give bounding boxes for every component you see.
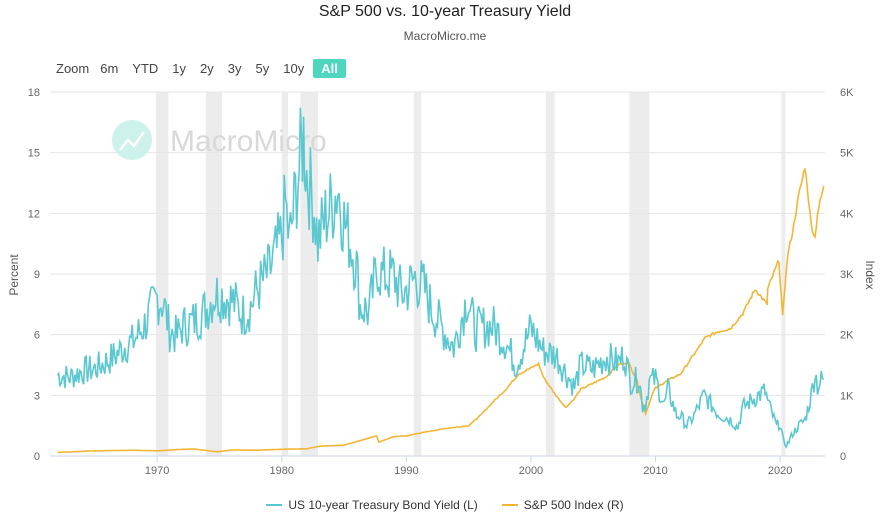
right-tick-label: 3K <box>840 269 854 281</box>
legend-item-yield[interactable]: US 10-year Treasury Bond Yield (L) <box>266 498 478 512</box>
zoom-3y-button[interactable]: 3y <box>227 61 242 76</box>
zoom-10y-button[interactable]: 10y <box>283 61 305 76</box>
left-tick-label: 9 <box>34 269 40 281</box>
left-tick-label: 6 <box>34 330 40 342</box>
left-tick-label: 18 <box>28 87 40 99</box>
right-tick-label: 0 <box>840 451 846 463</box>
series-line-yield <box>56 107 824 449</box>
legend-label-yield: US 10-year Treasury Bond Yield (L) <box>288 498 478 512</box>
zoom-ytd-button[interactable]: YTD <box>132 61 159 76</box>
legend-item-spx[interactable]: S&P 500 Index (R) <box>501 498 624 512</box>
chart-subtitle: MacroMicro.me <box>403 29 487 43</box>
axes: 0 3 6 9 12 15 18 0 1K 2K 3K 4K 5K 6K 1970 1980 1990 2000 2… <box>28 87 854 477</box>
zoom-toolbar: Zoom 6m YTD 1y 2y 3y 5y 10y All <box>56 59 350 78</box>
zoom-5y-button[interactable]: 5y <box>255 61 270 76</box>
right-tick-label: 1K <box>840 390 854 402</box>
right-tick-label: 4K <box>840 208 854 220</box>
left-tick-label: 0 <box>34 451 40 463</box>
zoom-2y-button[interactable]: 2y <box>200 61 214 76</box>
x-tick-label: 2010 <box>643 465 667 477</box>
series-line-spx <box>57 167 825 454</box>
left-tick-label: 12 <box>28 208 40 220</box>
right-tick-label: 6K <box>840 87 854 99</box>
watermark-logo-icon <box>112 120 152 160</box>
x-tick-label: 1980 <box>270 465 294 477</box>
left-axis-label: Percent <box>7 254 21 296</box>
watermark-logo-stroke <box>119 131 146 151</box>
x-tick-label: 1970 <box>145 465 169 477</box>
zoom-label: Zoom <box>56 61 90 76</box>
right-tick-label: 2K <box>840 330 854 342</box>
legend-label-spx: S&P 500 Index (R) <box>523 498 624 512</box>
x-tick-label: 2000 <box>519 465 543 477</box>
legend-swatch-spx <box>501 504 518 506</box>
legend-swatch-yield <box>266 504 283 506</box>
right-tick-label: 5K <box>840 148 854 160</box>
x-tick-label: 1990 <box>394 465 418 477</box>
chart-title: S&P 500 vs. 10-year Treasury Yield <box>318 3 572 20</box>
left-tick-label: 3 <box>34 390 40 402</box>
zoom-1y-button[interactable]: 1y <box>172 61 187 76</box>
zoom-all-button[interactable]: All <box>313 59 346 78</box>
legend: US 10-year Treasury Bond Yield (L) S&P 5… <box>0 498 890 512</box>
x-tick-label: 2020 <box>768 465 792 477</box>
left-tick-label: 15 <box>28 148 40 160</box>
zoom-6m-button[interactable]: 6m <box>100 61 119 76</box>
watermark: MacroMicro <box>112 120 327 160</box>
right-axis-label: Index <box>863 260 877 289</box>
